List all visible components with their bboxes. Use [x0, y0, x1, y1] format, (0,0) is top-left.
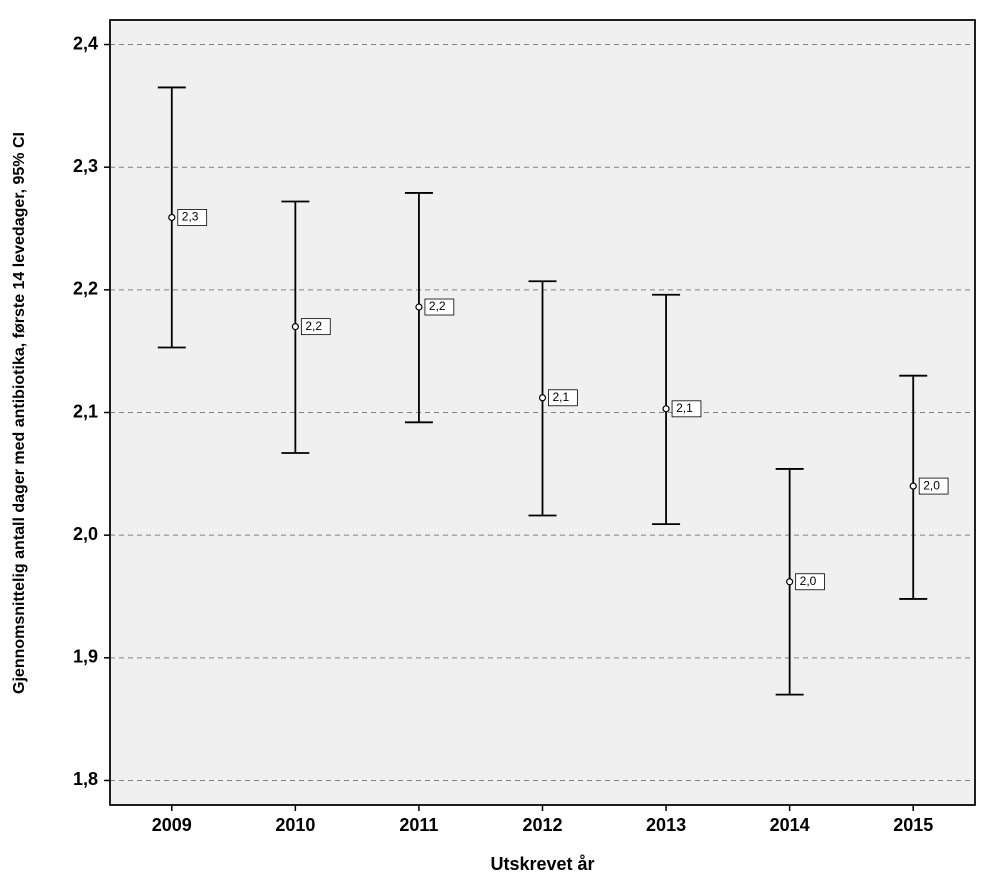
point-label: 2,3	[182, 210, 199, 224]
point-label: 2,0	[923, 478, 940, 492]
x-tick-label: 2010	[275, 815, 315, 835]
y-axis-label: Gjennomsnittelig antall dager med antibi…	[11, 132, 29, 694]
x-tick-label: 2013	[646, 815, 686, 835]
y-tick-label: 2,3	[73, 156, 98, 176]
y-tick-label: 2,1	[73, 401, 98, 421]
x-tick-label: 2015	[893, 815, 933, 835]
point-label: 2,2	[429, 299, 446, 313]
x-tick-label: 2009	[152, 815, 192, 835]
y-tick-label: 1,8	[73, 769, 98, 789]
point-label: 2,2	[305, 319, 322, 333]
x-tick-label: 2011	[399, 815, 438, 835]
y-tick-label: 1,9	[73, 647, 98, 667]
point-label: 2,0	[800, 574, 817, 588]
y-tick-label: 2,4	[73, 33, 98, 53]
y-tick-label: 2,0	[73, 524, 98, 544]
point-label: 2,1	[553, 390, 570, 404]
x-tick-label: 2012	[522, 815, 562, 835]
x-tick-label: 2014	[770, 815, 810, 835]
y-tick-label: 2,2	[73, 279, 98, 299]
point-label: 2,1	[676, 401, 693, 415]
x-axis-label: Utskrevet år	[0, 854, 995, 875]
chart-container: 1,8 1,9 2,0 2,1 2,2 2,3 2,4 2009 2010 2011 2012 201…	[0, 0, 995, 885]
error-bar-chart: 1,8 1,9 2,0 2,1 2,2 2,3 2,4 2009 2010 2011 2012 201…	[0, 0, 995, 885]
